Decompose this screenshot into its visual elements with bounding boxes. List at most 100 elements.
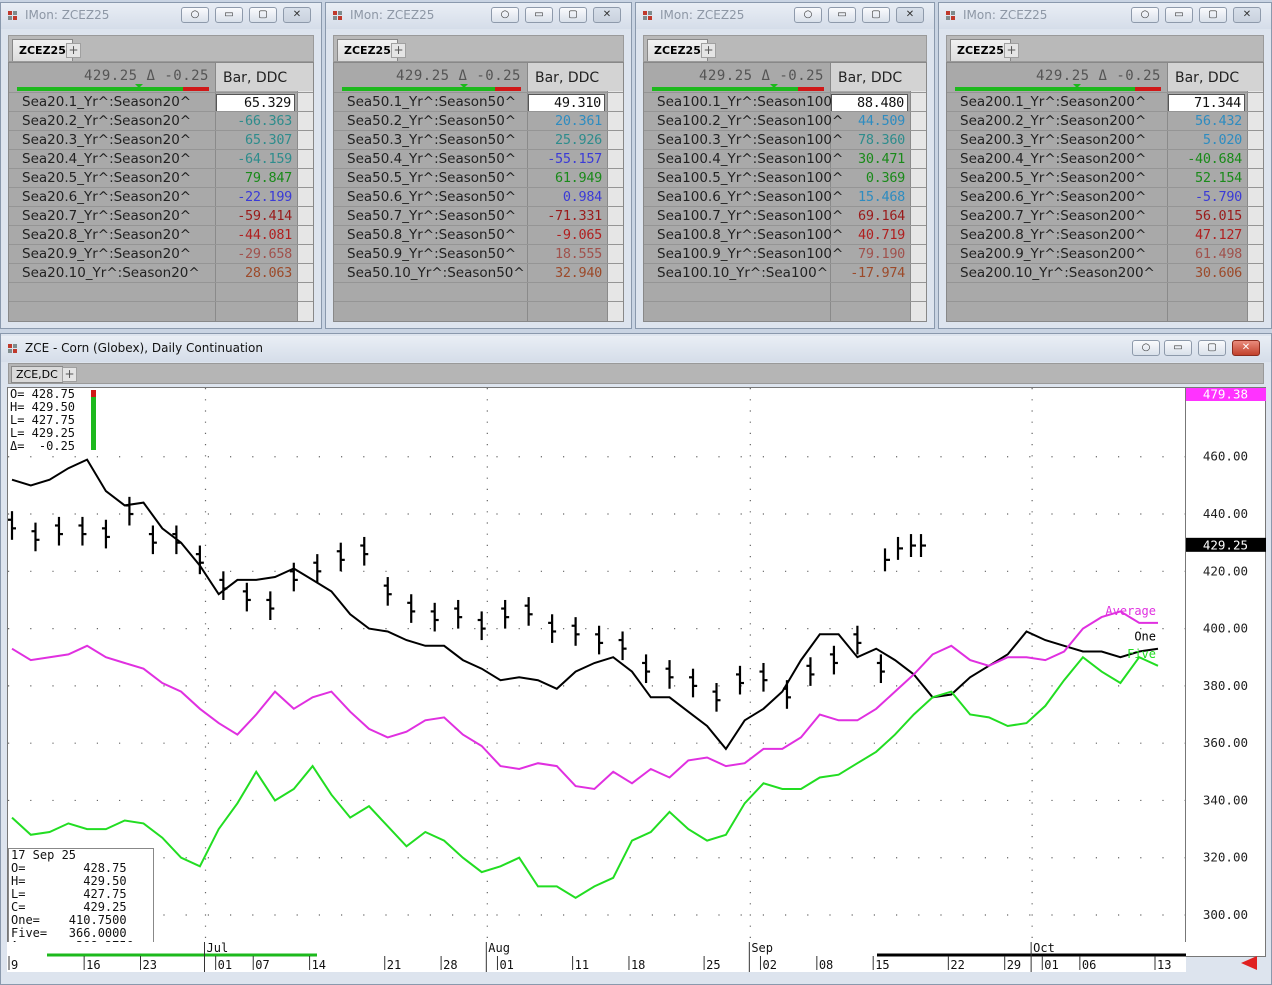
- pin-button[interactable]: ○: [1131, 7, 1159, 23]
- table-row[interactable]: Sea200.5_Yr^:Season200^ 52.154: [947, 168, 1263, 187]
- table-row[interactable]: Sea20.7_Yr^:Season20^ -59.414: [9, 206, 313, 225]
- tab-zcez25[interactable]: ZCEZ25: [337, 39, 398, 61]
- table-row[interactable]: Sea20.2_Yr^:Season20^ -66.363: [9, 111, 313, 130]
- table-row[interactable]: Sea100.6_Yr^:Season100^ 15.468: [644, 187, 926, 206]
- maximize-button[interactable]: ▢: [559, 7, 587, 23]
- tab-zcez25[interactable]: ZCEZ25: [12, 39, 73, 61]
- table-row[interactable]: Sea200.10_Yr^:Season200^ 30.606: [947, 263, 1263, 282]
- column-header[interactable]: Bar, DDC: [830, 63, 926, 91]
- maximize-button[interactable]: ▢: [249, 7, 277, 23]
- minimize-button[interactable]: ▭: [215, 7, 243, 23]
- table-row[interactable]: Sea20.9_Yr^:Season20^ -29.658: [9, 244, 313, 263]
- table-row[interactable]: [9, 282, 313, 301]
- table-row[interactable]: Sea200.2_Yr^:Season200^ 56.432: [947, 111, 1263, 130]
- minimize-button[interactable]: ▭: [1165, 7, 1193, 23]
- table-row[interactable]: Sea20.1_Yr^:Season20^ 65.329: [9, 92, 313, 112]
- table-row[interactable]: Sea20.3_Yr^:Season20^ 65.307: [9, 130, 313, 149]
- pin-button[interactable]: ○: [794, 7, 822, 23]
- day-label: 18: [631, 958, 645, 972]
- table-row[interactable]: Sea50.5_Yr^:Season50^ 61.949: [334, 168, 623, 187]
- table-row[interactable]: Sea50.9_Yr^:Season50^ 18.555: [334, 244, 623, 263]
- monitor-titlebar[interactable]: IMon: ZCEZ25 ○ ▭ ▢ ✕: [939, 3, 1271, 29]
- month-label: Sep: [751, 942, 773, 955]
- table-row[interactable]: Sea50.4_Yr^:Season50^ -55.157: [334, 149, 623, 168]
- table-row[interactable]: Sea200.3_Yr^:Season200^ 5.020: [947, 130, 1263, 149]
- minimize-button[interactable]: ▭: [525, 7, 553, 23]
- table-row[interactable]: [334, 282, 623, 301]
- table-row[interactable]: Sea200.6_Yr^:Season200^ -5.790: [947, 187, 1263, 206]
- table-row[interactable]: Sea100.1_Yr^:Season100^ 88.480: [644, 92, 926, 112]
- monitor-titlebar[interactable]: IMon: ZCEZ25 ○ ▭ ▢ ✕: [326, 3, 631, 29]
- close-button[interactable]: ✕: [593, 7, 621, 23]
- table-row[interactable]: Sea50.8_Yr^:Season50^ -9.065: [334, 225, 623, 244]
- quote-grid[interactable]: 429.25 Δ -0.25 Bar, DDC Sea200.1_Yr^:Sea…: [946, 62, 1264, 322]
- table-row[interactable]: Sea20.8_Yr^:Season20^ -44.081: [9, 225, 313, 244]
- add-tab-button[interactable]: +: [62, 367, 77, 382]
- table-row[interactable]: Sea20.4_Yr^:Season20^ -64.159: [9, 149, 313, 168]
- table-row[interactable]: [947, 301, 1263, 320]
- table-row[interactable]: Sea200.8_Yr^:Season200^ 47.127: [947, 225, 1263, 244]
- pin-button[interactable]: ○: [1132, 340, 1160, 356]
- table-row[interactable]: Sea200.9_Yr^:Season200^ 61.498: [947, 244, 1263, 263]
- table-row[interactable]: Sea200.7_Yr^:Season200^ 56.015: [947, 206, 1263, 225]
- maximize-button[interactable]: ▢: [1199, 7, 1227, 23]
- readout-line: L= 427.75: [11, 887, 127, 901]
- table-row[interactable]: [334, 301, 623, 320]
- tab-zcez25[interactable]: ZCEZ25: [647, 39, 708, 61]
- add-tab-button[interactable]: +: [66, 43, 81, 58]
- monitor-titlebar[interactable]: IMon: ZCEZ25 ○ ▭ ▢ ✕: [636, 3, 934, 29]
- column-header[interactable]: Bar, DDC: [527, 63, 623, 91]
- table-row[interactable]: Sea100.3_Yr^:Season100^ 78.360: [644, 130, 926, 149]
- add-tab-button[interactable]: +: [391, 43, 406, 58]
- column-header[interactable]: Bar, DDC: [1167, 63, 1263, 91]
- table-row[interactable]: Sea50.3_Yr^:Season50^ 25.926: [334, 130, 623, 149]
- tab-zcez25[interactable]: ZCEZ25: [950, 39, 1011, 61]
- add-tab-button[interactable]: +: [1004, 43, 1019, 58]
- maximize-button[interactable]: ▢: [862, 7, 890, 23]
- monitor-titlebar[interactable]: IMon: ZCEZ25 ○ ▭ ▢ ✕: [1, 3, 321, 29]
- table-row[interactable]: Sea20.6_Yr^:Season20^ -22.199: [9, 187, 313, 206]
- table-row[interactable]: Sea20.10_Yr^:Season20^ 28.063: [9, 263, 313, 282]
- price-axis[interactable]: 300.00 320.00 340.00 360.00 380.00 400.00 420.…: [1186, 387, 1266, 957]
- table-row[interactable]: Sea100.8_Yr^:Season100^ 40.719: [644, 225, 926, 244]
- price-chart-plot[interactable]: One Average Five O= 428.75 H= 429.50 L= 427.…: [7, 387, 1186, 957]
- table-row[interactable]: [947, 282, 1263, 301]
- minimize-button[interactable]: ▭: [828, 7, 856, 23]
- table-row[interactable]: Sea50.1_Yr^:Season50^ 49.310: [334, 92, 623, 112]
- table-row[interactable]: [644, 301, 926, 320]
- table-row[interactable]: Sea100.2_Yr^:Season100^ 44.509: [644, 111, 926, 130]
- date-axis[interactable]: Jul Aug Sep Oct 9 16 23 01 07 14 21 28 01 11 18 25 02 08 1…: [7, 941, 1266, 972]
- minimize-button[interactable]: ▭: [1164, 340, 1192, 356]
- table-row[interactable]: Sea50.7_Yr^:Season50^ -71.331: [334, 206, 623, 225]
- column-header[interactable]: Bar, DDC: [215, 63, 313, 91]
- series-name: Sea100.6_Yr^:Season100^: [657, 189, 844, 205]
- chart-titlebar[interactable]: ZCE - Corn (Globex), Daily Continuation …: [1, 336, 1271, 362]
- table-row[interactable]: Sea50.2_Yr^:Season50^ 20.361: [334, 111, 623, 130]
- close-button[interactable]: ✕: [1232, 340, 1260, 356]
- add-tab-button[interactable]: +: [701, 43, 716, 58]
- table-row[interactable]: Sea50.6_Yr^:Season50^ 0.984: [334, 187, 623, 206]
- table-row[interactable]: Sea50.10_Yr^:Season50^ 32.940: [334, 263, 623, 282]
- pin-button[interactable]: ○: [181, 7, 209, 23]
- quote-grid[interactable]: 429.25 Δ -0.25 Bar, DDC Sea50.1_Yr^:Seas…: [333, 62, 624, 322]
- close-button[interactable]: ✕: [283, 7, 311, 23]
- scroll-right-arrow-icon[interactable]: [1241, 956, 1257, 970]
- close-button[interactable]: ✕: [896, 7, 924, 23]
- table-row[interactable]: Sea200.1_Yr^:Season200^ 71.344: [947, 92, 1263, 112]
- quote-grid[interactable]: 429.25 Δ -0.25 Bar, DDC Sea100.1_Yr^:Sea…: [643, 62, 927, 322]
- close-button[interactable]: ✕: [1233, 7, 1261, 23]
- table-row[interactable]: [644, 282, 926, 301]
- table-row[interactable]: Sea100.5_Yr^:Season100^ 0.369: [644, 168, 926, 187]
- table-row[interactable]: Sea20.5_Yr^:Season20^ 79.847: [9, 168, 313, 187]
- table-row[interactable]: Sea100.7_Yr^:Season100^ 69.164: [644, 206, 926, 225]
- table-row[interactable]: Sea100.10_Yr^:Sea100^ -17.974: [644, 263, 926, 282]
- app-icon: [946, 11, 956, 21]
- table-row[interactable]: Sea100.9_Yr^:Season100^ 79.190: [644, 244, 926, 263]
- maximize-button[interactable]: ▢: [1198, 340, 1226, 356]
- pin-button[interactable]: ○: [491, 7, 519, 23]
- tab-zce-dc[interactable]: ZCE,DC: [11, 366, 63, 383]
- table-row[interactable]: [9, 301, 313, 320]
- quote-grid[interactable]: 429.25 Δ -0.25 Bar, DDC Sea20.1_Yr^:Seas…: [8, 62, 314, 322]
- table-row[interactable]: Sea200.4_Yr^:Season200^ -40.684: [947, 149, 1263, 168]
- table-row[interactable]: Sea100.4_Yr^:Season100^ 30.471: [644, 149, 926, 168]
